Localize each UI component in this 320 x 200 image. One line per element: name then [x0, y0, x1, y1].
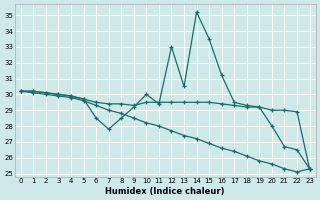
X-axis label: Humidex (Indice chaleur): Humidex (Indice chaleur): [106, 187, 225, 196]
